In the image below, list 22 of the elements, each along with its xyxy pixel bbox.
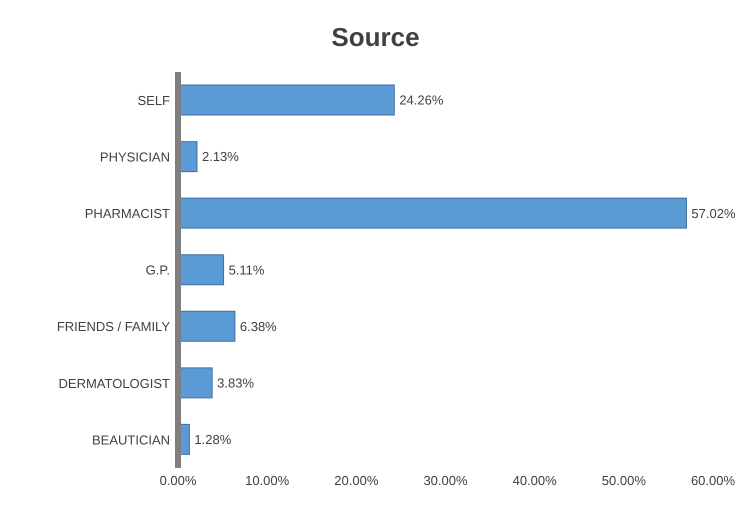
y-tick-label: BEAUTICIAN — [92, 432, 170, 448]
y-tick-label: PHARMACIST — [84, 206, 170, 222]
x-tick-label: 30.00% — [423, 473, 468, 488]
data-label: 1.28% — [194, 432, 232, 448]
data-label: 57.02% — [691, 206, 736, 221]
x-tick-label: 20.00% — [334, 473, 379, 488]
y-tick-label: SELF — [137, 92, 170, 108]
data-label: 2.13% — [202, 149, 240, 164]
y-tick-label: PHYSICIAN — [100, 149, 170, 164]
data-label: 6.38% — [240, 318, 278, 334]
data-label: 24.26% — [399, 92, 444, 108]
data-label: 3.83% — [217, 375, 254, 390]
data-label: 5.11% — [228, 262, 265, 278]
x-tick-label: 50.00% — [602, 473, 646, 488]
x-tick-label: 60.00% — [690, 473, 736, 488]
y-tick-label: G.P. — [146, 262, 170, 278]
y-tick-label: FRIENDS / FAMILY — [56, 319, 170, 334]
x-tick-label: 0.00% — [160, 473, 197, 488]
y-tick-label: DERMATOLOGIST — [58, 376, 170, 391]
chart-title: Source — [330, 21, 421, 54]
x-tick-label: 10.00% — [245, 473, 290, 488]
x-tick-label: 40.00% — [512, 473, 558, 488]
